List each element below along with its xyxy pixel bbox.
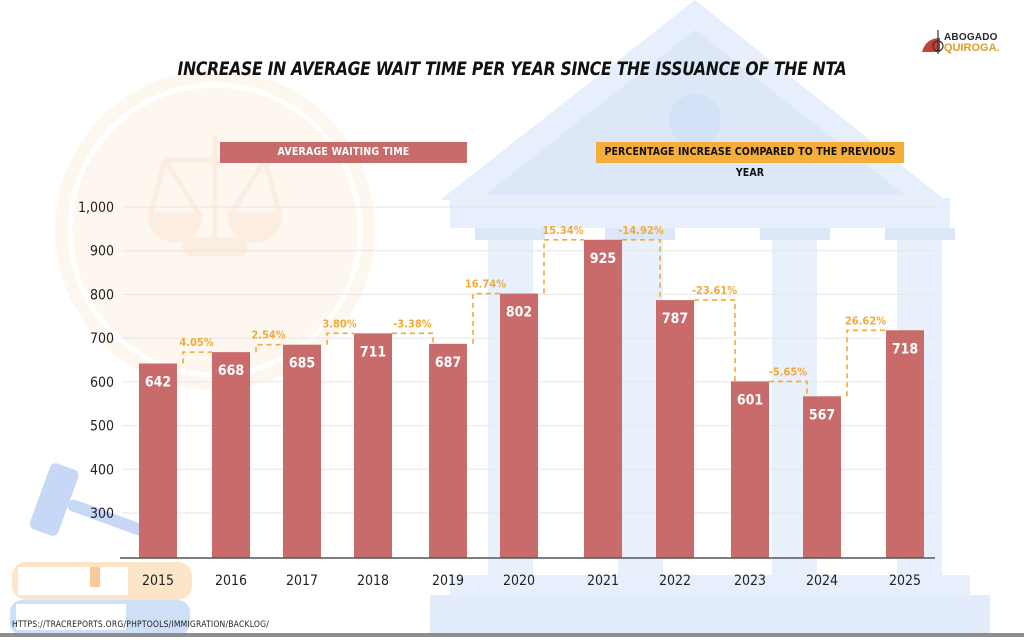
x-tick-label: 2019: [432, 573, 464, 589]
bar-value-label: 668: [218, 363, 244, 379]
bar-2015: [139, 363, 177, 558]
legend-average-waiting-time: AVERAGE WAITING TIME: [220, 142, 467, 163]
pct-connector: [694, 299, 736, 382]
gavel-books-icon: [10, 463, 192, 635]
x-tick-label: 2020: [503, 573, 535, 589]
bar-value-label: 802: [506, 305, 532, 321]
bar-value-label: 718: [892, 341, 918, 357]
pct-connector: [769, 380, 808, 397]
pct-label: 4.05%: [179, 336, 213, 349]
pct-connector: [472, 292, 500, 344]
x-tick-label: 2024: [806, 573, 838, 589]
bar-2025: [886, 330, 924, 558]
pct-label: -14.92%: [618, 224, 663, 237]
pct-connector: [326, 332, 354, 345]
y-tick-label: 900: [90, 244, 114, 260]
y-tick-label: 600: [90, 375, 114, 391]
logo-emblem-icon: [922, 30, 944, 54]
pct-connector: [622, 238, 661, 301]
footer-divider: [0, 633, 1024, 637]
bar-value-label: 601: [737, 392, 763, 408]
bar-2021: [584, 239, 622, 559]
x-axis: 2015 2016 2017 2018 2019 2020 2021 2022 2023 2024…: [120, 557, 935, 589]
y-tick-label: 700: [90, 331, 114, 347]
pct-label: 16.74%: [465, 278, 506, 291]
legend-percentage-increase: PERCENTAGE INCREASE COMPARED TO THE PREV…: [596, 142, 904, 179]
pct-label: 3.80%: [322, 317, 356, 330]
pct-label: 15.34%: [542, 224, 583, 237]
pct-label: -3.38%: [393, 317, 432, 330]
pct-connectors: 4.05% 2.54% 3.80% -3.38% 16.74% 15.34% -14.92%…: [179, 224, 886, 397]
bar-2023: [731, 381, 769, 558]
bar-value-label: 787: [662, 311, 688, 327]
bar-2024: [803, 396, 841, 558]
bar-2019: [429, 343, 467, 558]
y-axis: 300 400 500 600 700 800 900 1,000: [78, 200, 114, 522]
pct-connector: [846, 329, 886, 397]
y-tick-label: 400: [90, 462, 114, 478]
chart-title: INCREASE IN AVERAGE WAIT TIME PER YEAR S…: [177, 58, 847, 80]
bar-value-label: 685: [289, 356, 315, 372]
logo-text-quiroga: QUIROGA.: [944, 42, 1000, 54]
x-tick-label: 2021: [587, 573, 619, 589]
bar-value-label: 925: [590, 251, 616, 267]
y-tick-label: 500: [90, 419, 114, 435]
pct-label: 26.62%: [845, 314, 886, 327]
bars: 642 668 685 711 687 802 925 787 601 567 718: [139, 239, 924, 559]
x-tick-label: 2017: [286, 573, 318, 589]
y-tick-label: 300: [90, 506, 114, 522]
bar-value-label: 567: [809, 407, 835, 423]
x-tick-label: 2015: [142, 573, 174, 589]
x-tick-label: 2016: [215, 573, 247, 589]
bar-2016: [212, 352, 250, 558]
pct-label: 2.54%: [251, 329, 285, 342]
pct-connector: [255, 343, 283, 353]
bar-2020: [500, 293, 538, 558]
bar-value-label: 687: [435, 355, 461, 371]
y-tick-label: 800: [90, 287, 114, 303]
x-tick-label: 2018: [357, 573, 389, 589]
source-url: HTTPS://TRACREPORTS.ORG/PHPTOOLS/IMMIGRA…: [12, 620, 269, 630]
brand-logo: ABOGADO QUIROGA.: [920, 30, 1020, 58]
x-tick-label: 2022: [659, 573, 691, 589]
logo-text-abogado: ABOGADO: [944, 32, 998, 43]
y-tick-label: 1,000: [78, 200, 114, 216]
pct-connector: [392, 332, 434, 344]
pct-label: -23.61%: [692, 284, 737, 297]
bar-value-label: 711: [360, 344, 386, 360]
pct-connector: [543, 238, 584, 294]
pct-connector: [182, 351, 212, 364]
bar-2022: [656, 300, 694, 558]
bar-2018: [354, 333, 392, 558]
bar-value-label: 642: [145, 374, 171, 390]
pct-label: -5.65%: [769, 365, 808, 378]
bar-2017: [283, 344, 321, 558]
x-tick-label: 2025: [889, 573, 921, 589]
x-tick-label: 2023: [734, 573, 766, 589]
